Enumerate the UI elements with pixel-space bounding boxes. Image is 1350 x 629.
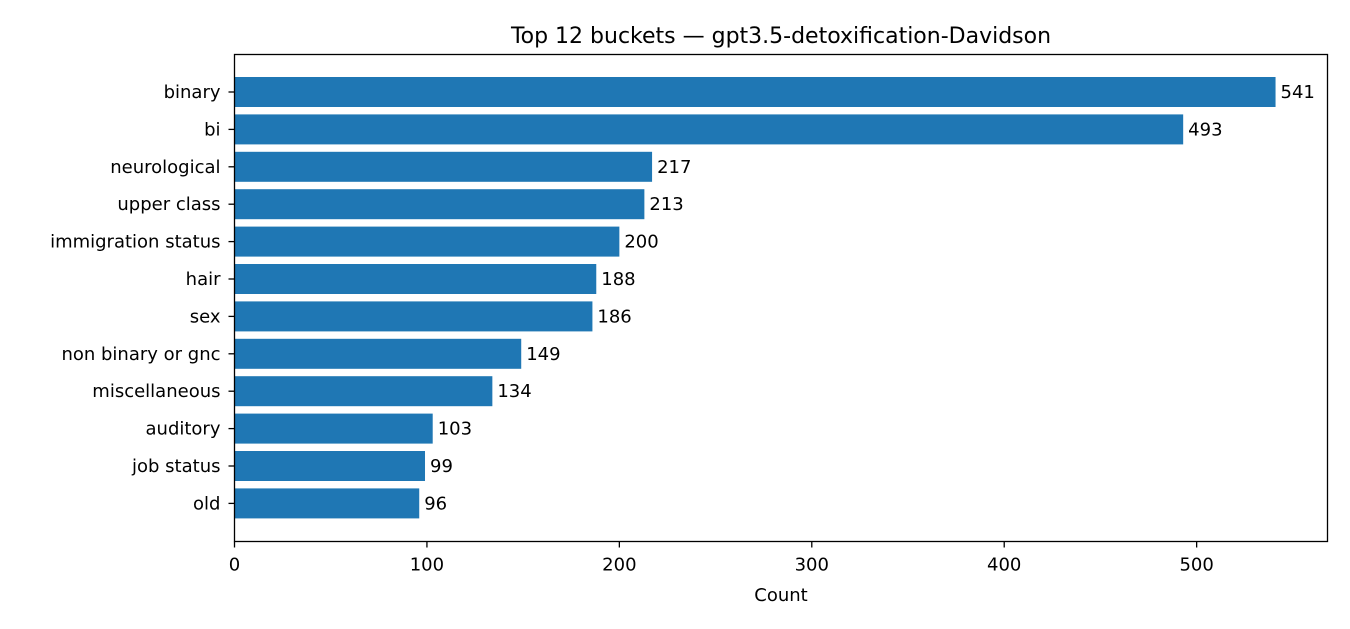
bar-miscellaneous xyxy=(234,376,493,407)
bar-neurological xyxy=(234,151,653,182)
x-tick-label: 400 xyxy=(987,555,1021,576)
bar-auditory xyxy=(234,413,433,444)
x-axis-ticks: 0 100 200 300 400 500 xyxy=(229,541,1214,576)
bar-value-label: 149 xyxy=(526,344,560,365)
bars-group xyxy=(234,77,1276,519)
y-tick-label: upper class xyxy=(117,194,220,215)
y-tick-label: immigration status xyxy=(50,232,220,253)
bar-bi xyxy=(234,114,1184,145)
bar-upper-class xyxy=(234,189,645,220)
bar-job-status xyxy=(234,451,426,481)
y-tick-label: old xyxy=(193,493,220,514)
y-tick-label: hair xyxy=(186,269,221,290)
x-tick-label: 100 xyxy=(410,555,444,576)
bar-hair xyxy=(234,264,597,294)
y-tick-label: job status xyxy=(131,456,220,477)
y-tick-label: bi xyxy=(204,119,220,140)
x-tick-label: 200 xyxy=(602,555,636,576)
y-tick-label: sex xyxy=(190,306,221,327)
y-tick-label: miscellaneous xyxy=(92,381,220,402)
bar-value-label: 493 xyxy=(1188,119,1222,140)
x-tick-label: 0 xyxy=(229,555,240,576)
bar-value-label: 188 xyxy=(601,269,635,290)
bar-value-label: 99 xyxy=(430,456,453,477)
bar-value-label: 217 xyxy=(657,157,691,178)
x-tick-label: 300 xyxy=(795,555,829,576)
x-axis-label: Count xyxy=(754,585,807,606)
y-axis-ticks: binary bi neurological upper class immigrati… xyxy=(50,82,235,514)
bar-value-label: 213 xyxy=(649,194,683,215)
bar-value-label: 200 xyxy=(624,232,658,253)
bar-value-label: 96 xyxy=(424,493,447,514)
y-tick-label: neurological xyxy=(110,157,220,178)
y-tick-label: binary xyxy=(164,82,221,103)
y-tick-label: auditory xyxy=(146,419,221,440)
bar-binary xyxy=(234,77,1276,107)
bar-value-label: 186 xyxy=(597,306,631,327)
bar-sex xyxy=(234,301,593,332)
y-tick-label: non binary or gnc xyxy=(61,344,220,365)
bar-value-label: 541 xyxy=(1281,82,1315,103)
data-labels: 541 493 217 213 200 188 186 149 134 103 99 96 xyxy=(424,82,1315,514)
bar-old xyxy=(234,488,420,519)
bar-value-label: 134 xyxy=(497,381,531,402)
bar-value-label: 103 xyxy=(438,419,472,440)
chart-title: Top 12 buckets — gpt3.5-detoxification-D… xyxy=(510,24,1051,49)
plot-area-frame xyxy=(233,53,1329,543)
x-tick-label: 500 xyxy=(1179,555,1213,576)
bar-non-binary-or-gnc xyxy=(234,338,522,369)
bar-immigration-status xyxy=(234,226,620,257)
